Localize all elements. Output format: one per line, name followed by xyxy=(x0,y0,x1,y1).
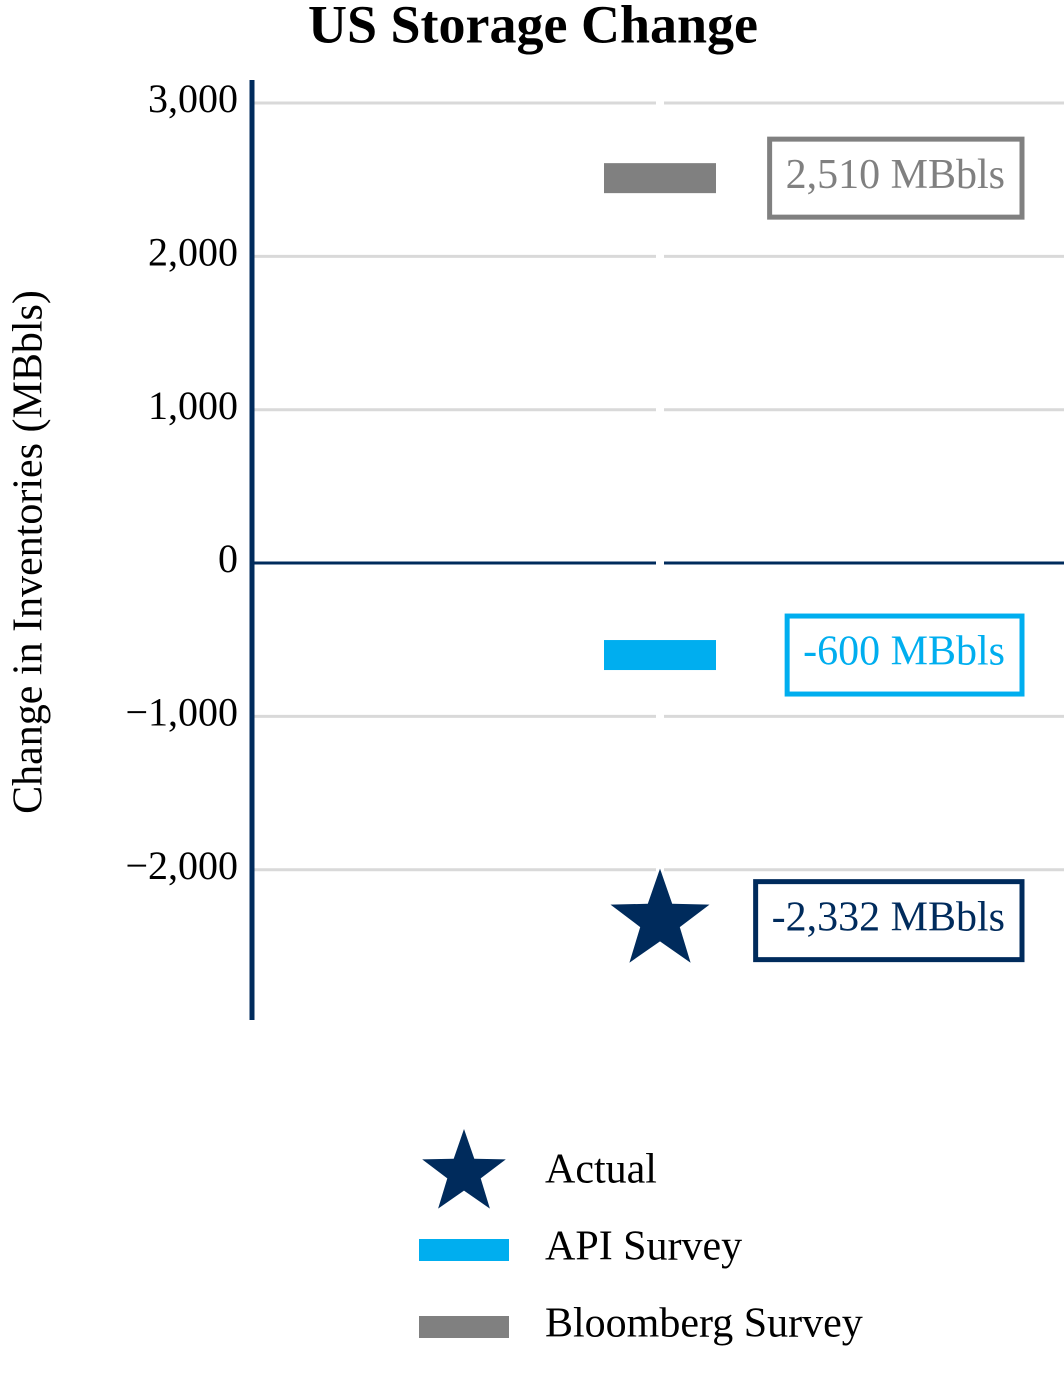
dash-marker xyxy=(604,640,716,671)
value-label-text: -2,332 MBbls xyxy=(772,894,1005,940)
legend-label: API Survey xyxy=(545,1224,742,1270)
dash-marker xyxy=(419,1239,509,1261)
value-label: -2,332 MBbls xyxy=(753,879,1025,963)
star-marker xyxy=(610,868,710,963)
value-label-text: 2,510 MBbls xyxy=(786,152,1005,198)
y-axis-label: Change in Inventories (MBbls) xyxy=(6,290,52,814)
y-tick-label: −2,000 xyxy=(125,843,238,888)
star-marker xyxy=(422,1129,506,1209)
y-tick-label: 1,000 xyxy=(148,383,238,428)
dash-marker xyxy=(419,1316,509,1338)
value-label-box xyxy=(784,613,1025,697)
y-tick-label: 2,000 xyxy=(148,230,238,275)
value-label: 2,510 MBbls xyxy=(767,136,1025,220)
value-label: -600 MBbls xyxy=(784,613,1025,697)
dash-marker xyxy=(604,163,716,194)
y-tick-label: 0 xyxy=(218,536,238,581)
y-tick-label: −1,000 xyxy=(125,690,238,735)
chart-title: US Storage Change xyxy=(308,0,758,54)
value-label-box xyxy=(767,136,1025,220)
value-label-text: -600 MBbls xyxy=(803,629,1005,675)
value-label-box xyxy=(753,879,1025,963)
y-tick-label: 3,000 xyxy=(148,76,238,121)
legend-label: Bloomberg Survey xyxy=(545,1301,863,1347)
legend-label: Actual xyxy=(545,1147,657,1193)
